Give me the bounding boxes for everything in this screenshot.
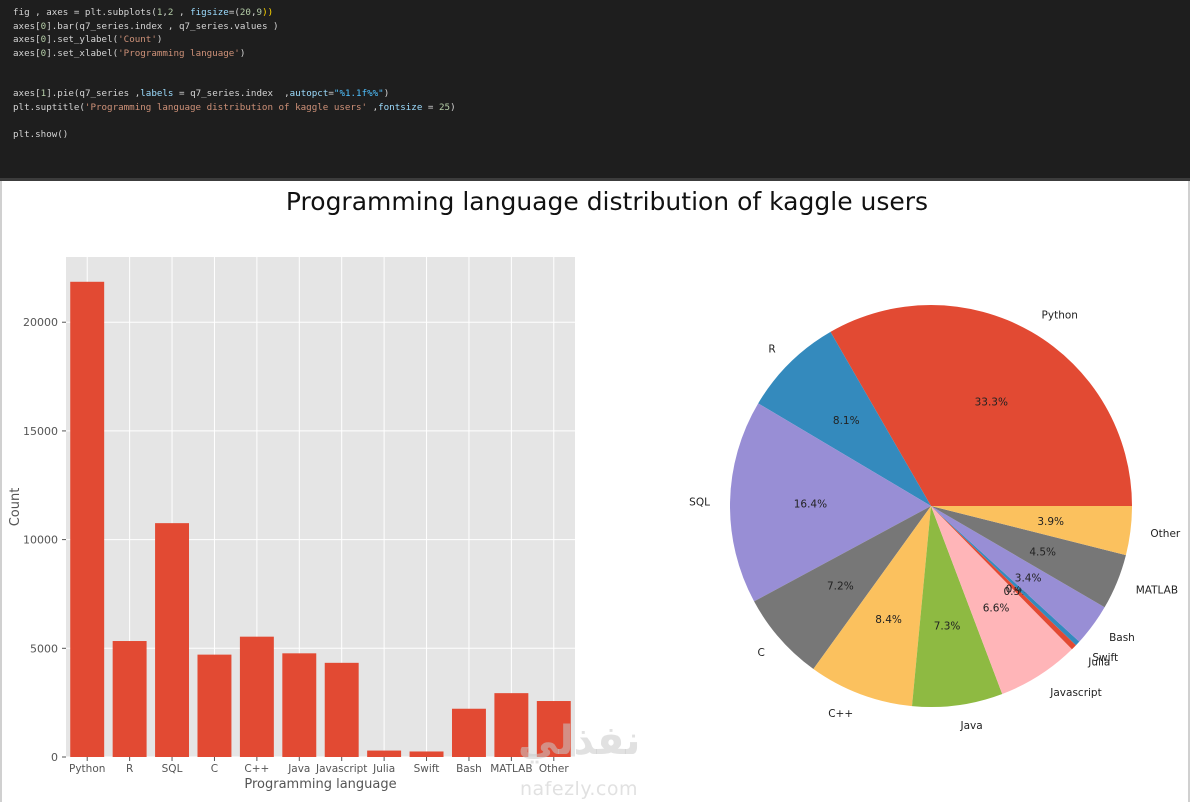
pie-slice: [830, 304, 1132, 506]
pie-pct-label: 8.4%: [875, 614, 902, 626]
x-tick-label: Other: [539, 763, 569, 775]
pie-label: Swift: [1092, 652, 1118, 664]
bar: [155, 523, 190, 757]
pie-slice: [813, 506, 931, 707]
pie-label: SQL: [689, 496, 710, 508]
bar: [536, 701, 571, 757]
code-line: axes[0].bar(q7_series.index , q7_series.…: [13, 20, 279, 32]
x-tick-label: C: [211, 763, 218, 775]
pie-slice: [931, 506, 1126, 608]
pie-slice: [931, 506, 1105, 642]
y-axis-label: Count: [8, 488, 23, 527]
code-line: plt.suptitle('Programming language distr…: [13, 101, 456, 113]
pie-slice: [729, 403, 931, 602]
pie-slice: [931, 506, 1132, 556]
code-line: fig , axes = plt.subplots(1,2 , figsize=…: [13, 7, 274, 18]
pie-pct-label: 33.3%: [975, 397, 1008, 409]
pie-label: R: [768, 344, 775, 356]
x-tick-label: Swift: [414, 763, 440, 775]
pie-label: Julia: [1087, 656, 1110, 668]
pie-slice: [754, 506, 931, 670]
y-tick-label: 0: [51, 751, 58, 764]
pie-pct-label: 7.2%: [827, 581, 854, 593]
x-axis-label: Programming language: [244, 777, 396, 792]
pie-label: C: [757, 647, 764, 659]
x-tick-label: Julia: [372, 763, 395, 775]
x-tick-label: Javascript: [315, 763, 367, 775]
y-tick-label: 20000: [23, 316, 58, 329]
pie-pct-label: 6.6%: [983, 603, 1010, 615]
pie-label: Javascript: [1049, 687, 1101, 699]
pie-label: Bash: [1109, 632, 1135, 644]
code-cell[interactable]: fig , axes = plt.subplots(1,2 , figsize=…: [0, 0, 1190, 181]
pie-label: Python: [1042, 310, 1078, 322]
pie-pct-label: 3.4%: [1015, 572, 1042, 584]
pie-slice: [931, 506, 1072, 694]
pie-label: Other: [1150, 528, 1180, 540]
pie-slice: [931, 506, 1076, 650]
plot-area: [66, 257, 575, 757]
x-tick-label: MATLAB: [490, 763, 532, 775]
x-tick-label: Bash: [456, 763, 482, 775]
pie-label: Java: [959, 720, 982, 732]
pie-pct-label: 7.3%: [934, 621, 961, 633]
pie-label: C++: [828, 708, 853, 720]
x-tick-label: SQL: [162, 763, 183, 775]
pie-slice: [758, 331, 931, 506]
x-tick-label: C++: [244, 763, 269, 775]
pie-chart: Python 33.3% R 8.1% SQL 16.4% C 7.2% C++ 8.4% Java…: [689, 304, 1181, 732]
x-tick-label: R: [126, 763, 133, 775]
pie-slice: [911, 506, 1003, 707]
y-tick-label: 5000: [30, 642, 58, 655]
y-tick-label: 15000: [23, 425, 58, 438]
pie-pct-label: 8.1%: [833, 415, 860, 427]
bar: [367, 750, 402, 757]
x-tick-label: Java: [287, 763, 310, 775]
figure-suptitle: Programming language distribution of kag…: [286, 187, 928, 216]
bar: [70, 281, 105, 757]
pie-pct-label: 16.4%: [794, 499, 827, 511]
bar: [494, 693, 529, 757]
code-line: axes[0].set_xlabel('Programming language…: [13, 47, 246, 59]
y-tick-label: 10000: [23, 534, 58, 547]
bar: [409, 751, 444, 757]
output-area: Programming language distribution of kag…: [0, 181, 1190, 802]
pie-pct-label: 3.9%: [1037, 516, 1064, 528]
bar: [239, 636, 274, 757]
figure: Programming language distribution of kag…: [8, 187, 1181, 792]
bar: [451, 708, 486, 757]
x-tick-label: Python: [69, 763, 105, 775]
bar: [112, 641, 147, 757]
bar: [324, 662, 359, 757]
code-line: axes[1].pie(q7_series ,labels = q7_serie…: [13, 88, 390, 99]
code-line: plt.show(): [13, 128, 69, 140]
bar-chart: 0 5000 10000 15000 20000 Python R SQL C C++ Java Ja…: [8, 257, 575, 792]
pie-label: MATLAB: [1136, 585, 1178, 597]
bar: [282, 653, 317, 757]
pie-pct-label: 4.5%: [1029, 547, 1056, 559]
code-line: axes[0].set_ylabel('Count'): [13, 34, 163, 45]
pie-slice: [931, 506, 1080, 646]
bar: [197, 654, 232, 757]
